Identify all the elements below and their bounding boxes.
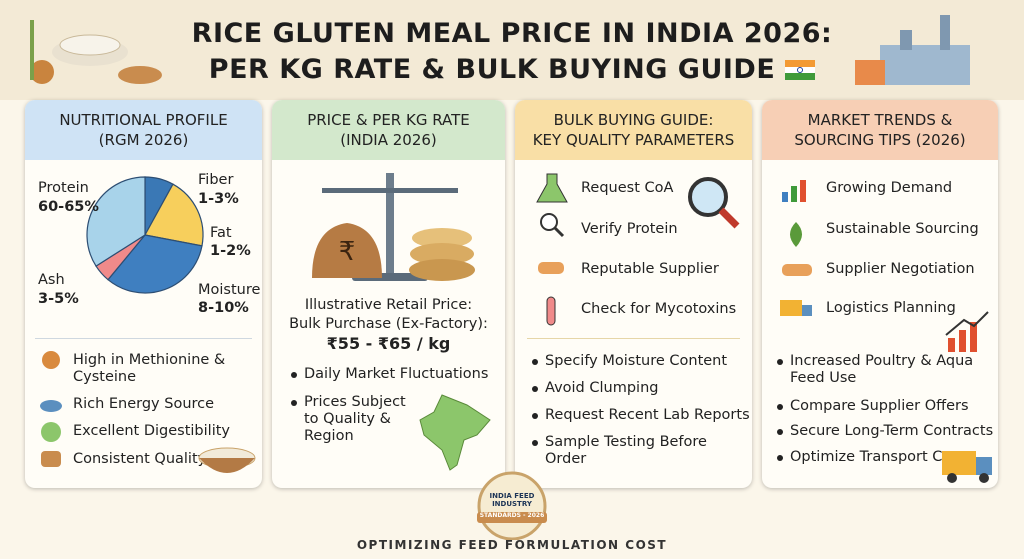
- pie-value-label: 60-65%: [38, 199, 99, 215]
- panel-nutrition: NUTRITIONAL PROFILE (RGM 2026) Protein 6…: [25, 100, 262, 488]
- footer: OPTIMIZING FEED FORMULATION COST: [356, 538, 668, 552]
- bullet: Sample Testing Before Order: [532, 434, 752, 468]
- panel-header: NUTRITIONAL PROFILE (RGM 2026): [25, 100, 262, 160]
- price-note: Bulk Purchase (Ex-Factory):: [289, 316, 488, 332]
- panel-title: KEY QUALITY PARAMETERS: [532, 131, 735, 149]
- pie-slice: [107, 234, 203, 294]
- bullet: Specify Moisture Content: [531, 353, 728, 369]
- feature: Consistent Quality: [73, 451, 207, 467]
- rice-bowl: [198, 447, 256, 473]
- title-line: PER KG RATE & BULK BUYING GUIDE: [0, 54, 1024, 85]
- flag: [785, 60, 816, 80]
- panel-header: PRICE & PER KG RATE (INDIA 2026): [272, 100, 505, 160]
- panel-title: NUTRITIONAL PROFILE: [59, 111, 228, 129]
- pie-value-label: 3-5%: [38, 291, 79, 307]
- panel-title: (RGM 2026): [98, 131, 189, 149]
- check-item: Verify Protein: [581, 221, 678, 237]
- panel-bulk: BULK BUYING GUIDE: KEY QUALITY PARAMETER…: [515, 100, 752, 488]
- badge-text: INDUSTRY: [492, 500, 532, 508]
- panel-title: MARKET TRENDS &: [807, 111, 953, 129]
- divider: [527, 338, 740, 339]
- bullet: Compare Supplier Offers: [777, 398, 969, 414]
- check-item: Check for Mycotoxins: [581, 301, 737, 317]
- pie-slice: [144, 183, 204, 247]
- pie-chart: [86, 176, 204, 294]
- bullet: Prices Subject to Quality & Region: [291, 394, 414, 445]
- bullet: Increased Poultry & Aqua Feed Use: [777, 353, 980, 387]
- pie-label: Moisture: [198, 282, 261, 298]
- panel-title: BULK BUYING GUIDE:: [553, 111, 714, 129]
- badge-text: INDIA FEED: [489, 492, 535, 500]
- pie-value-label: 1-2%: [210, 243, 251, 259]
- check-item: Reputable Supplier: [581, 261, 719, 277]
- pie-label: Protein: [38, 180, 89, 196]
- badge-text: STANDARDS - 2026: [479, 512, 545, 519]
- title-text: PER KG RATE & BULK BUYING GUIDE: [208, 54, 776, 85]
- india-map: [419, 394, 491, 471]
- badge: INDIA FEED INDUSTRY STANDARDS - 2026: [472, 492, 552, 520]
- bullet: Optimize Transport Costs: [776, 449, 973, 465]
- scale-illustration: ₹: [312, 173, 475, 281]
- bullet: Secure Long-Term Contracts: [776, 423, 994, 439]
- pie-label: Ash: [38, 272, 65, 288]
- panel-title: SOURCING TIPS (2026): [794, 131, 966, 149]
- panel-price: PRICE & PER KG RATE (INDIA 2026) ₹ Illus…: [272, 100, 505, 488]
- trend-item: Logistics Planning: [826, 300, 956, 316]
- badge-shape: [477, 471, 547, 540]
- header-art: [0, 0, 1024, 100]
- trend-item: Growing Demand: [826, 180, 953, 196]
- icons: [40, 351, 62, 467]
- bullet: Daily Market Fluctuations: [290, 366, 489, 382]
- trend-item: Sustainable Sourcing: [826, 221, 979, 237]
- pie-slice: [86, 176, 146, 267]
- feature: Rich Energy Source: [73, 396, 215, 412]
- feature: High in Methionine & Cysteine: [73, 352, 226, 385]
- panel-trends: MARKET TRENDS & SOURCING TIPS (2026) Gro…: [762, 100, 998, 488]
- pie-label: Fat: [210, 225, 232, 241]
- bullet: Avoid Clumping: [531, 380, 659, 396]
- panel-title: PRICE & PER KG RATE: [307, 111, 470, 129]
- divider: [35, 338, 252, 339]
- panel-header: MARKET TRENDS & SOURCING TIPS (2026): [762, 100, 998, 160]
- title-line: RICE GLUTEN MEAL PRICE IN INDIA 2026:: [191, 18, 833, 49]
- pie-value-label: 1-3%: [198, 191, 239, 207]
- check-item: Request CoA: [581, 180, 674, 196]
- pie-value-label: 8-10%: [198, 300, 249, 316]
- icons: [536, 173, 568, 326]
- panel-header: BULK BUYING GUIDE: KEY QUALITY PARAMETER…: [515, 100, 752, 160]
- chart-icon: [945, 311, 989, 352]
- icons: [780, 180, 812, 316]
- price-note: Illustrative Retail Price:: [304, 297, 473, 313]
- feature: Excellent Digestibility: [73, 423, 230, 439]
- truck: [942, 451, 992, 483]
- svg-text:₹: ₹: [339, 237, 356, 267]
- pie-label: Fiber: [198, 172, 234, 188]
- panel-title: (INDIA 2026): [340, 131, 437, 149]
- trend-item: Supplier Negotiation: [826, 261, 975, 277]
- bullet: Request Recent Lab Reports: [532, 407, 750, 423]
- price: ₹55 - ₹65 / kg: [326, 334, 451, 353]
- magnifier: [688, 177, 740, 229]
